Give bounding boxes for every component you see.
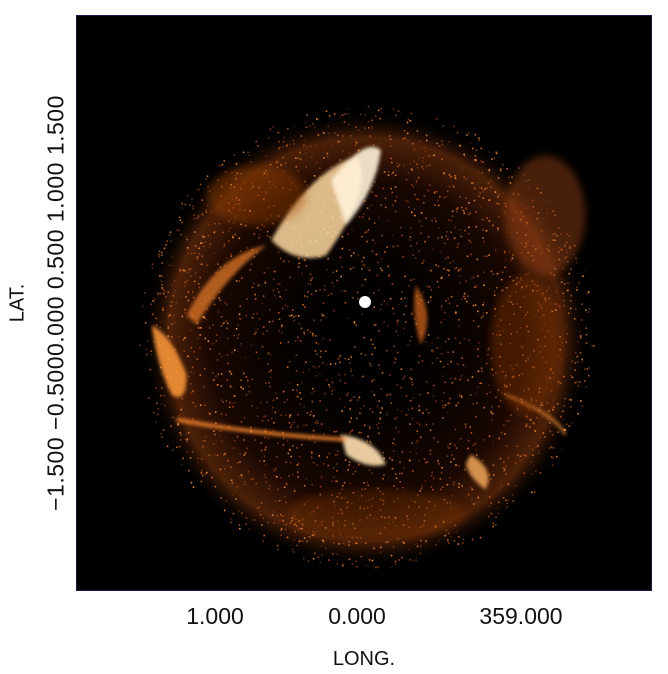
x-tick-2: 0.000 <box>328 603 386 629</box>
remnant-shell <box>141 110 591 570</box>
remnant-image <box>139 105 595 570</box>
x-tick-3: 359.000 <box>479 603 563 629</box>
bright-filaments <box>151 146 567 490</box>
x-axis-title: LONG. <box>332 648 396 670</box>
image-panel <box>76 15 652 591</box>
x-tick-1: 1.000 <box>186 603 244 629</box>
central-source <box>359 296 371 308</box>
diffuse-emission <box>206 155 586 540</box>
speckle-field <box>139 105 595 569</box>
y-axis-title-text: LAT. <box>6 283 29 323</box>
y-tick-line: −1.500 −0.5000.000 0.500 1.000 1.500 <box>42 95 69 511</box>
